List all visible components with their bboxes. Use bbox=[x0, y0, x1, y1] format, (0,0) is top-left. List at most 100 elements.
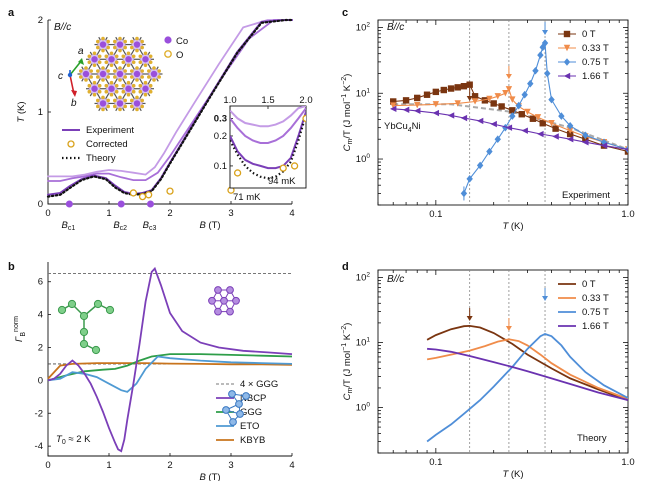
o-atom bbox=[106, 69, 110, 73]
o-atom bbox=[138, 60, 143, 65]
marker-diamond bbox=[582, 131, 589, 140]
series-ggg bbox=[47, 353, 293, 382]
marker-square bbox=[509, 107, 516, 114]
marker-square bbox=[440, 86, 447, 94]
corrected-point bbox=[144, 191, 153, 199]
o-atom bbox=[123, 75, 127, 79]
marker-triangle-down bbox=[548, 120, 555, 127]
axis-b-label: b bbox=[71, 98, 77, 109]
legend-theory: Theory bbox=[86, 153, 116, 164]
o-atom bbox=[131, 83, 136, 88]
o-atom bbox=[104, 60, 109, 65]
o-atom bbox=[96, 39, 100, 44]
nbcp-atom bbox=[214, 307, 222, 316]
o-atom bbox=[152, 66, 156, 70]
marker-triangle-left bbox=[402, 106, 410, 114]
marker-triangle-left bbox=[552, 133, 559, 140]
ytick-label-b: 2 bbox=[38, 342, 43, 353]
ytick-label-b: -4 bbox=[35, 441, 43, 452]
inset-xtick-label: 1.0 bbox=[223, 95, 236, 106]
legend-nbcp: NBCP bbox=[240, 393, 266, 404]
o-atom bbox=[92, 92, 97, 97]
marker-diamond bbox=[466, 175, 473, 183]
plot-frame bbox=[377, 269, 629, 454]
marker-diamond bbox=[527, 79, 534, 88]
legend-co: Co bbox=[176, 36, 188, 47]
o-atom bbox=[126, 92, 131, 97]
legend-label: 1.66 T bbox=[582, 71, 609, 82]
legend-marker bbox=[563, 30, 571, 38]
o-atom bbox=[113, 98, 117, 103]
legend-corrected: Corrected bbox=[86, 139, 128, 150]
o-atom bbox=[140, 104, 144, 109]
legend-kbyb: KBYB bbox=[240, 435, 265, 446]
o-atom-icon bbox=[164, 50, 172, 58]
ytick-label-b: 0 bbox=[38, 375, 43, 386]
co-atom bbox=[133, 100, 141, 107]
o-atom bbox=[135, 48, 139, 53]
o-atom bbox=[135, 107, 139, 112]
co-atom bbox=[133, 41, 141, 48]
co-atom bbox=[125, 85, 132, 92]
transition-arrow-head bbox=[505, 74, 512, 79]
critical-field-marker bbox=[65, 200, 73, 208]
legend-label: 0.33 T bbox=[582, 293, 609, 304]
legend-marker bbox=[563, 72, 571, 80]
experiment-tag: Experiment bbox=[562, 190, 610, 201]
marker-diamond bbox=[476, 161, 484, 170]
o-atom bbox=[140, 98, 144, 103]
o-atom bbox=[97, 54, 102, 59]
o-atom bbox=[89, 75, 93, 79]
o-atom bbox=[101, 107, 105, 112]
panel-b-label: b bbox=[8, 261, 15, 273]
marker-diamond bbox=[502, 123, 509, 132]
o-atom bbox=[109, 63, 114, 68]
inset-series-light bbox=[230, 106, 306, 128]
eto-atom bbox=[228, 390, 236, 398]
series-light-a bbox=[47, 19, 293, 178]
co-atom bbox=[91, 85, 98, 92]
panel-d-label: d bbox=[342, 261, 349, 273]
xtick-label-a: 2 bbox=[167, 208, 172, 219]
legend-ggg: GGG bbox=[240, 407, 262, 418]
inset-corrected-point bbox=[302, 114, 306, 123]
o-atom bbox=[130, 45, 134, 50]
legend-label: 0.33 T bbox=[582, 43, 609, 54]
marker-triangle-down bbox=[486, 95, 493, 103]
co-atom bbox=[99, 41, 107, 48]
ggg-atom bbox=[91, 345, 101, 355]
marker-square bbox=[460, 83, 468, 90]
axis-a-label: a bbox=[78, 46, 84, 57]
series-line bbox=[426, 324, 628, 401]
co-atom bbox=[116, 100, 124, 107]
ggg-atom bbox=[67, 299, 77, 309]
panel-a-condition: B//c bbox=[54, 22, 71, 33]
o-atom bbox=[106, 39, 110, 44]
o-atom bbox=[130, 39, 134, 44]
marker-square bbox=[624, 148, 628, 155]
o-atom bbox=[96, 98, 100, 103]
inset-series-group bbox=[230, 106, 306, 180]
o-atom bbox=[118, 36, 122, 41]
o-atom bbox=[123, 45, 127, 50]
ggg-atom bbox=[105, 305, 115, 315]
inset-frame bbox=[229, 105, 307, 189]
o-atom bbox=[126, 51, 131, 56]
o-atom bbox=[118, 95, 122, 100]
ggg-atom bbox=[93, 299, 103, 309]
series-line bbox=[393, 88, 628, 150]
series-line bbox=[426, 333, 628, 443]
o-atom bbox=[84, 66, 88, 70]
nbcp-atom bbox=[226, 307, 234, 316]
o-atom bbox=[126, 63, 131, 68]
o-atom bbox=[130, 75, 134, 79]
o-atom bbox=[96, 104, 100, 109]
o-atom bbox=[114, 89, 119, 94]
marker-triangle-left bbox=[476, 117, 484, 125]
o-atom bbox=[138, 54, 143, 59]
o-atom bbox=[138, 83, 143, 88]
xtick-label-a: 0 bbox=[45, 208, 50, 219]
inset-series-dark bbox=[230, 111, 306, 170]
marker-square bbox=[539, 120, 546, 127]
